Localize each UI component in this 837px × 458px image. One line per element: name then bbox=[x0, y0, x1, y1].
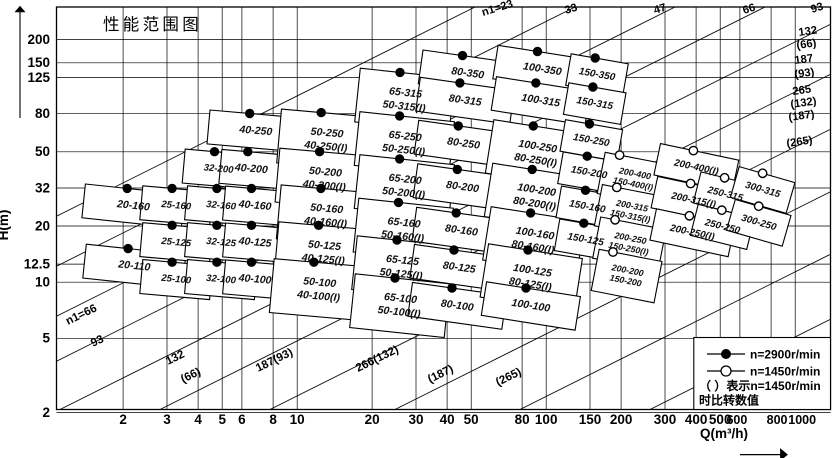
svg-text:93: 93 bbox=[89, 333, 106, 349]
svg-text:1000: 1000 bbox=[788, 413, 816, 427]
svg-text:20: 20 bbox=[365, 412, 380, 427]
svg-text:(187): (187) bbox=[426, 363, 456, 386]
svg-text:(66): (66) bbox=[179, 366, 203, 386]
svg-text:50: 50 bbox=[35, 144, 50, 159]
svg-text:n=2900r/min: n=2900r/min bbox=[750, 348, 820, 362]
svg-text:(265): (265) bbox=[786, 134, 814, 150]
svg-text:187(93): 187(93) bbox=[254, 346, 295, 374]
svg-text:125: 125 bbox=[27, 70, 50, 85]
svg-text:800: 800 bbox=[767, 413, 788, 427]
svg-text:66: 66 bbox=[741, 2, 756, 17]
svg-text:80: 80 bbox=[35, 106, 50, 121]
svg-text:33: 33 bbox=[563, 2, 578, 17]
svg-text:12.5: 12.5 bbox=[24, 256, 51, 271]
svg-text:n1=23: n1=23 bbox=[480, 0, 514, 19]
svg-text:100: 100 bbox=[535, 412, 558, 427]
svg-text:8: 8 bbox=[269, 412, 277, 427]
svg-text:（ ）表示n=1450r/min: （ ）表示n=1450r/min bbox=[699, 378, 821, 393]
svg-text:200: 200 bbox=[610, 412, 633, 427]
svg-text:5: 5 bbox=[42, 331, 50, 346]
svg-text:H(m): H(m) bbox=[0, 210, 11, 241]
svg-text:3: 3 bbox=[163, 412, 171, 427]
svg-text:Q(m³/h): Q(m³/h) bbox=[700, 426, 748, 441]
svg-text:80: 80 bbox=[515, 412, 530, 427]
svg-text:93: 93 bbox=[809, 1, 824, 16]
svg-text:47: 47 bbox=[652, 2, 667, 17]
svg-text:30: 30 bbox=[408, 412, 423, 427]
svg-text:200: 200 bbox=[27, 32, 50, 47]
svg-text:20: 20 bbox=[35, 218, 50, 233]
svg-text:150: 150 bbox=[27, 55, 50, 70]
svg-text:(66): (66) bbox=[796, 37, 818, 52]
svg-text:10: 10 bbox=[290, 412, 305, 427]
svg-text:40: 40 bbox=[440, 412, 455, 427]
svg-text:300: 300 bbox=[654, 412, 677, 427]
svg-text:5: 5 bbox=[218, 412, 226, 427]
svg-text:50: 50 bbox=[464, 412, 479, 427]
svg-text:400: 400 bbox=[685, 412, 708, 427]
svg-text:性能范围图: 性能范围图 bbox=[103, 15, 202, 34]
svg-text:4: 4 bbox=[194, 412, 202, 427]
svg-text:n=1450r/min: n=1450r/min bbox=[750, 365, 820, 379]
svg-text:132: 132 bbox=[164, 348, 187, 367]
svg-text:150: 150 bbox=[579, 412, 602, 427]
svg-text:(93): (93) bbox=[794, 66, 816, 81]
svg-text:266(132): 266(132) bbox=[354, 344, 401, 375]
svg-text:32: 32 bbox=[35, 180, 50, 195]
svg-text:187: 187 bbox=[794, 52, 814, 66]
svg-text:600: 600 bbox=[726, 413, 747, 427]
svg-text:2: 2 bbox=[42, 405, 50, 420]
svg-text:10: 10 bbox=[35, 275, 50, 290]
svg-text:2: 2 bbox=[119, 412, 127, 427]
svg-text:(187): (187) bbox=[788, 108, 816, 124]
svg-text:n1=66: n1=66 bbox=[64, 302, 99, 327]
svg-text:(265): (265) bbox=[494, 366, 524, 389]
svg-text:6: 6 bbox=[238, 412, 246, 427]
svg-text:时比转数值: 时比转数值 bbox=[699, 393, 759, 408]
